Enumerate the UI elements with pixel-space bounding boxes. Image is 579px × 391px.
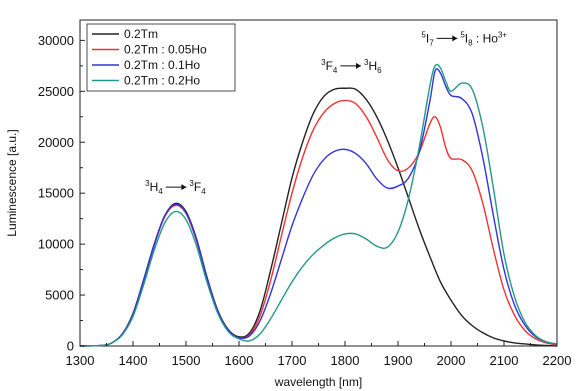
x-tick-label: 1700 [278, 353, 307, 368]
x-tick-label: 1400 [119, 353, 148, 368]
arrow-head [452, 35, 458, 42]
y-axis: 0 5000 10000 15000 20000 25000 30000 [38, 33, 85, 354]
annotation-3: 5I7 5I8 : Ho3+ [421, 30, 507, 47]
y-tick-label: 0 [67, 339, 74, 354]
x-axis-title: wavelength [nm] [274, 375, 362, 389]
series-line-4 [79, 63, 558, 347]
x-tick-label: 2200 [543, 353, 572, 368]
arrow-head [181, 184, 187, 191]
x-tick-label: 1800 [331, 353, 360, 368]
x-tick-label: 1300 [66, 353, 95, 368]
y-tick-label: 5000 [45, 288, 74, 303]
x-tick-label: 1500 [172, 353, 201, 368]
transition-annotations: 3H4 3F4 3F4 3H6 5I7 5I8 : Ho3+ [145, 30, 507, 196]
x-tick-label: 1600 [225, 353, 254, 368]
y-tick-label: 20000 [38, 135, 74, 150]
x-axis: 1300 1400 1500 1600 1700 1800 1900 2000 2100 2200 [66, 341, 572, 368]
y-tick-label: 15000 [38, 186, 74, 201]
y-tick-label: 10000 [38, 237, 74, 252]
y-tick-label: 30000 [38, 33, 74, 48]
legend-entry: 0.2Tm : 0.2Ho [124, 74, 200, 88]
series-line-2 [79, 99, 558, 347]
annotation-1: 3H4 3F4 [145, 179, 206, 196]
series-lines [79, 63, 558, 347]
legend-entry: 0.2Tm [124, 27, 158, 41]
series-line-3 [79, 68, 558, 347]
legend-entry: 0.2Tm : 0.1Ho [124, 58, 200, 72]
y-axis-title: Luminescence [a.u.] [5, 129, 19, 236]
x-tick-label: 2000 [437, 353, 466, 368]
legend-entry: 0.2Tm : 0.05Ho [124, 43, 207, 57]
svg-text:3H4 3F4: 3H4 3F4 [145, 179, 206, 196]
svg-text:3F4 3H6: 3F4 3H6 [321, 58, 382, 75]
x-tick-label: 1900 [384, 353, 413, 368]
annotation-2: 3F4 3H6 [321, 58, 382, 75]
x-tick-label: 2100 [490, 353, 519, 368]
svg-text:5I7 5I8 : Ho3+: 5I7 5I8 : Ho3+ [421, 30, 507, 47]
y-tick-label: 25000 [38, 84, 74, 99]
arrow-head [356, 62, 362, 69]
